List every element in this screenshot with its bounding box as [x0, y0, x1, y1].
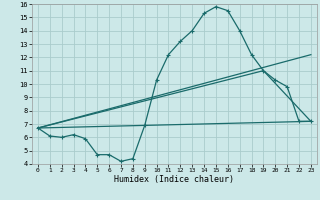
- X-axis label: Humidex (Indice chaleur): Humidex (Indice chaleur): [115, 175, 234, 184]
